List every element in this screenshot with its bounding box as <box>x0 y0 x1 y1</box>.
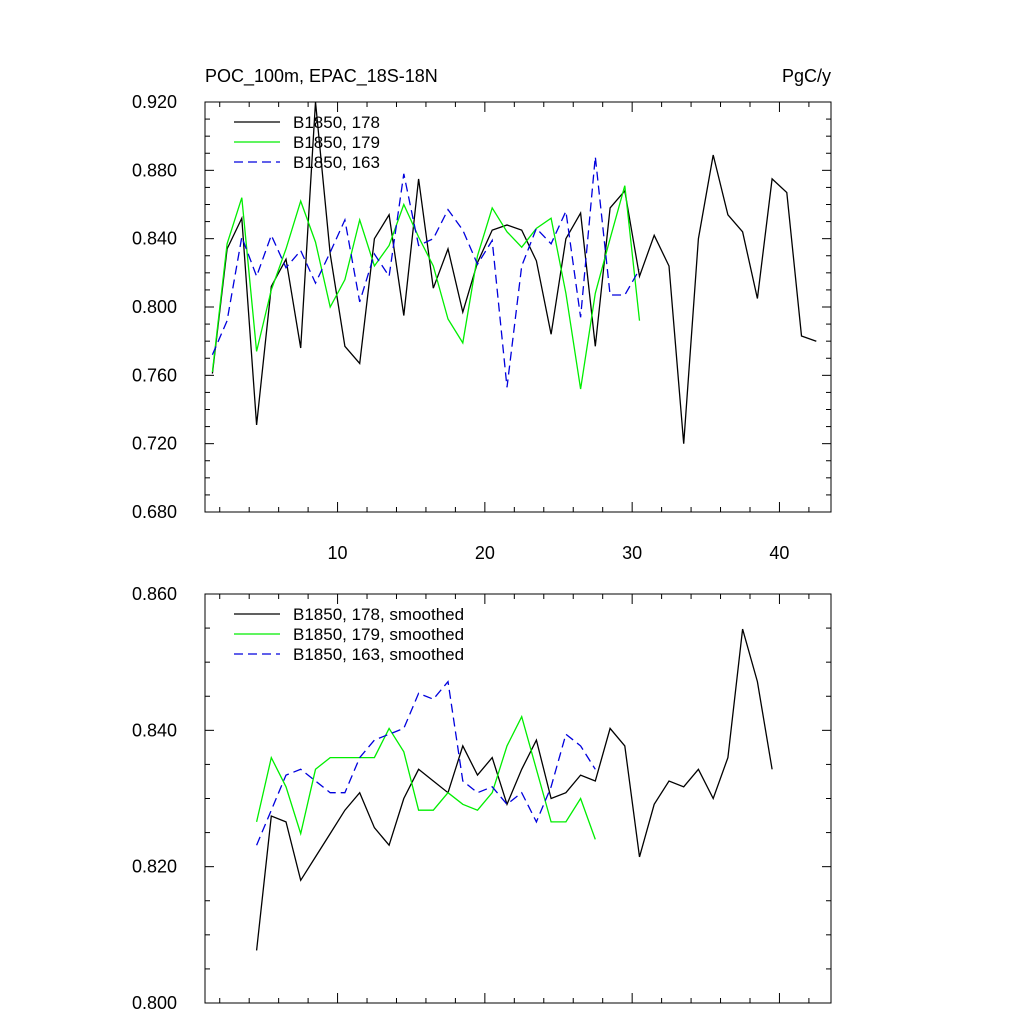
bottom-series-line-1 <box>255 628 773 951</box>
top-xtick-label: 40 <box>769 543 789 563</box>
top-series-line-1 <box>211 101 817 444</box>
bottom-ytick-label: 0.820 <box>132 857 177 877</box>
top-legend-label-2: B1850, 179 <box>293 133 380 152</box>
top-ytick-label: 0.920 <box>132 92 177 112</box>
bottom-ytick-label: 0.800 <box>132 993 177 1013</box>
top-ytick-label: 0.800 <box>132 297 177 317</box>
top-xtick-label: 10 <box>328 543 348 563</box>
chart-title: POC_100m, EPAC_18S-18N <box>205 66 438 87</box>
chart-units: PgC/y <box>782 66 831 86</box>
bottom-series-line-2 <box>255 714 596 840</box>
top-ytick-label: 0.720 <box>132 434 177 454</box>
top-xtick-label: 30 <box>622 543 642 563</box>
bottom-legend-label-3: B1850, 163, smoothed <box>293 645 464 664</box>
top-ytick-label: 0.840 <box>132 229 177 249</box>
bottom-ytick-label: 0.840 <box>132 720 177 740</box>
top-panel: 0.680 0.720 0.760 0.800 0.840 0.880 0.920 10 20 3… <box>132 66 832 563</box>
top-xtick-label: 20 <box>475 543 495 563</box>
bottom-ytick-label: 0.860 <box>132 584 177 604</box>
top-ytick-label: 0.880 <box>132 160 177 180</box>
top-ytick-label: 0.680 <box>132 502 177 522</box>
top-legend-label-3: B1850, 163 <box>293 153 380 172</box>
top-series-line-3 <box>211 156 641 388</box>
top-ytick-label: 0.760 <box>132 365 177 385</box>
bottom-series-line-3 <box>256 680 596 846</box>
bottom-panel: 0.800 0.820 0.840 0.860 B1850, 178, smoothed… <box>132 584 832 1013</box>
bottom-legend-label-2: B1850, 179, smoothed <box>293 625 464 644</box>
top-legend-label-1: B1850, 178 <box>293 113 380 132</box>
top-series-line-2 <box>211 185 641 390</box>
bottom-legend-label-1: B1850, 178, smoothed <box>293 605 464 624</box>
